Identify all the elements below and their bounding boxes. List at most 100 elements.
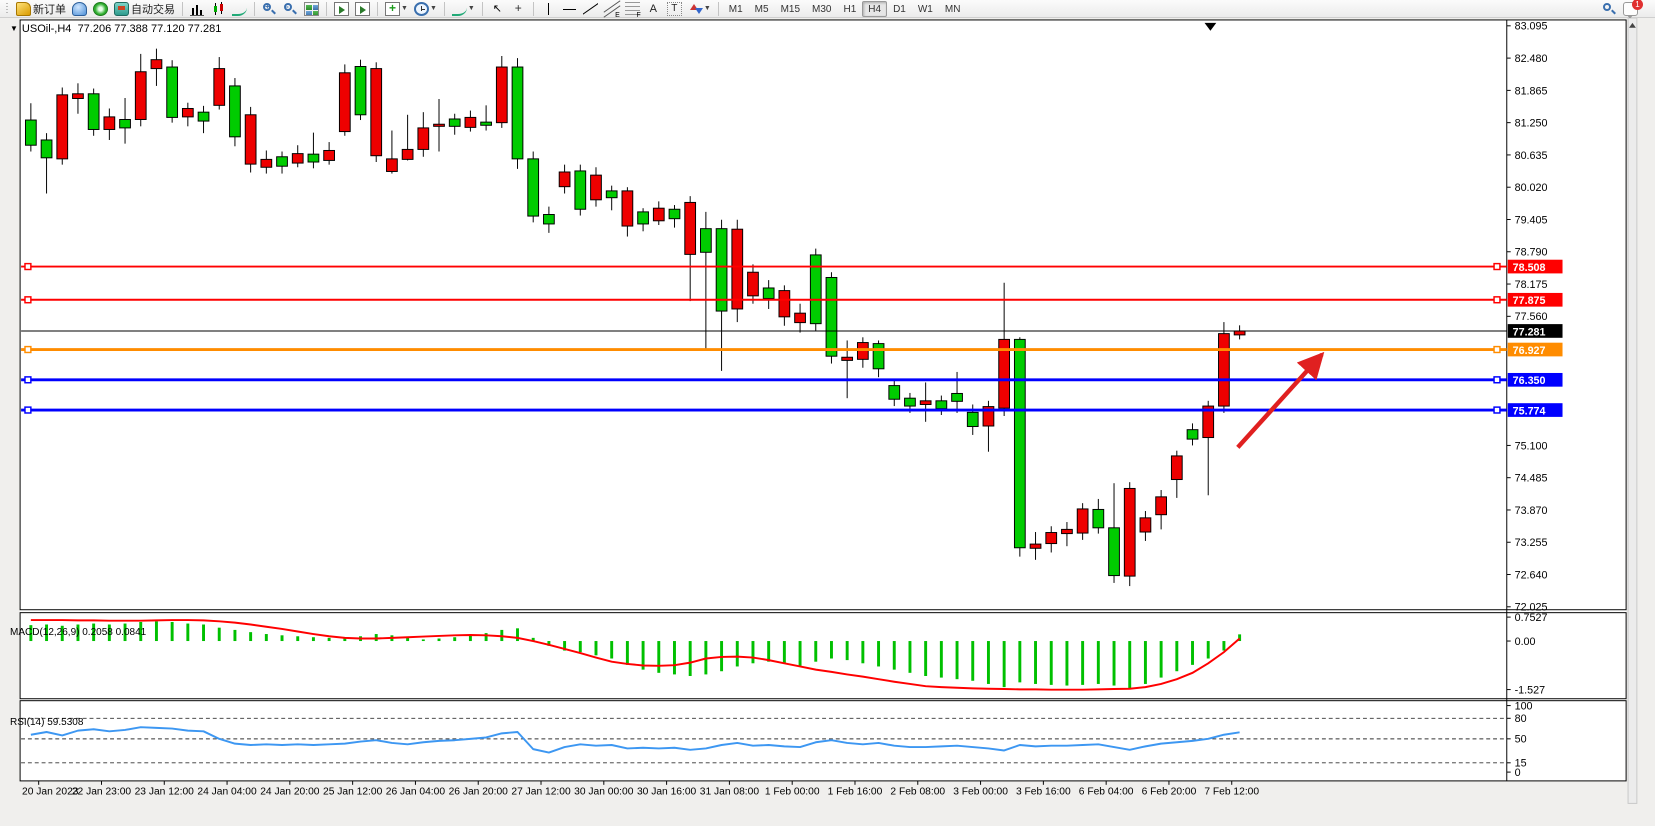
chart-type-button[interactable]: ▼	[449, 1, 478, 17]
vertical-scrollbar[interactable]	[1627, 17, 1638, 804]
line-chart-icon	[232, 2, 247, 16]
price-tick-label: 78.790	[1515, 247, 1548, 259]
indicator-list-button[interactable]	[352, 1, 373, 17]
time-tick-label: 3 Feb 00:00	[953, 787, 1008, 798]
line-handle[interactable]	[1493, 296, 1501, 304]
horizontal-line-icon	[561, 1, 577, 16]
tab-timeframe-D1[interactable]: D1	[893, 3, 906, 15]
chart-shift-marker[interactable]	[1204, 22, 1217, 31]
price-badge	[1507, 372, 1563, 387]
main-pane[interactable]	[19, 19, 1627, 611]
candle-body	[1218, 333, 1230, 407]
line-handle[interactable]	[1493, 262, 1501, 271]
tab-timeframe-M1[interactable]: M1	[728, 3, 743, 15]
line-handle[interactable]	[24, 406, 32, 414]
fibonacci-button[interactable]: F	[622, 1, 643, 19]
line-handle[interactable]	[24, 262, 32, 271]
line-handle[interactable]	[24, 345, 32, 354]
toolbar-separator	[443, 1, 445, 16]
time-tick-label: 30 Jan 16:00	[637, 787, 697, 798]
line-handle[interactable]	[24, 296, 32, 304]
price-tick-label: 77.560	[1515, 311, 1548, 323]
tile-windows-button[interactable]	[301, 1, 322, 17]
price-badge-label: 76.927	[1513, 345, 1546, 357]
line-handle[interactable]	[1493, 406, 1501, 414]
toolbar-separator	[717, 1, 719, 16]
candle-body	[354, 66, 367, 116]
price-axis[interactable]: 83.095 82.480 81.865 81.250 80.635 80.020 79.4…	[1506, 21, 1548, 614]
candle-body	[668, 208, 681, 220]
timeframe-clock-icon	[413, 1, 429, 16]
toolbar-grip[interactable]	[5, 2, 10, 15]
timeframe-group: M1 M5 M15 M30 H1 H4 D1 W1 MN	[723, 0, 967, 17]
line-chart-button[interactable]	[229, 1, 250, 17]
candle-body	[370, 68, 383, 157]
macd-pane[interactable]	[19, 612, 1627, 700]
candle-body	[24, 119, 37, 146]
candle-body	[888, 385, 901, 400]
arrows-button[interactable]: ▼	[685, 1, 714, 17]
tab-timeframe-MN[interactable]: MN	[944, 3, 961, 15]
tab-timeframe-M15[interactable]: M15	[780, 3, 801, 15]
price-tick-label: 73.870	[1515, 505, 1548, 517]
new-chart-button[interactable]: ▼	[382, 1, 411, 17]
scroll-up-arrow[interactable]	[1629, 22, 1636, 28]
rsi-pane[interactable]	[19, 700, 1627, 782]
zoom-in-icon: +	[262, 2, 277, 16]
crosshair-button[interactable]: +	[508, 1, 529, 17]
zoom-in-button[interactable]: +	[259, 1, 280, 17]
tab-timeframe-H1[interactable]: H1	[843, 3, 857, 15]
tab-timeframe-M5[interactable]: M5	[754, 3, 769, 15]
candle-body	[872, 343, 885, 370]
time-tick-label: 1 Feb 00:00	[765, 787, 820, 798]
chart-window[interactable]: 83.095 82.480 81.865 81.250 80.635 80.020 79.4…	[0, 17, 1655, 821]
indicator-list-icon	[355, 1, 370, 16]
zoom-out-button[interactable]: -	[280, 1, 301, 17]
community-button[interactable]: 1	[1620, 0, 1643, 19]
line-handle[interactable]	[1493, 376, 1501, 384]
time-tick-label: 25 Jan 12:00	[323, 787, 383, 798]
candle-chart-button[interactable]	[208, 1, 229, 17]
line-handle[interactable]	[1493, 345, 1501, 354]
tab-timeframe-H4[interactable]: H4	[862, 0, 888, 17]
expert-advisors-button[interactable]	[69, 1, 90, 17]
candle-body	[574, 170, 587, 210]
chart-canvas[interactable]: 83.095 82.480 81.865 81.250 80.635 80.020 79.4…	[0, 17, 1655, 821]
text-button[interactable]: A	[643, 1, 664, 17]
trend-arrow-annotation[interactable]	[1236, 351, 1325, 449]
search-icon	[1602, 2, 1617, 16]
symbol-dropdown-icon[interactable]: ▼	[10, 24, 18, 33]
price-badge-label: 75.774	[1513, 405, 1546, 417]
new-order-button[interactable]: 新订单	[13, 1, 69, 17]
cursor-button[interactable]: ↖	[487, 1, 508, 17]
periods-clock-button[interactable]: ▼	[411, 1, 440, 17]
horizontal-line-button[interactable]	[559, 1, 580, 17]
autotrading-button[interactable]: 自动交易	[111, 1, 178, 17]
line-handle[interactable]	[24, 376, 32, 384]
notification-badge: 1	[1632, 0, 1643, 10]
candle-body	[794, 312, 806, 324]
candle-body	[1092, 508, 1105, 529]
trendline-button[interactable]	[580, 1, 601, 17]
text-label-button[interactable]: T	[664, 1, 685, 17]
time-tick-label: 27 Jan 12:00	[511, 787, 571, 798]
bar-chart-button[interactable]	[187, 1, 208, 17]
strategy-tester-button[interactable]	[331, 1, 352, 17]
signals-button[interactable]	[90, 1, 111, 17]
channel-button[interactable]: E	[601, 1, 622, 19]
candle-chart-icon	[211, 1, 226, 16]
trendline-icon	[583, 2, 598, 16]
vertical-line-button[interactable]	[538, 1, 559, 17]
candle-body	[181, 107, 194, 118]
tab-timeframe-M30[interactable]: M30	[812, 3, 832, 15]
crosshair-icon: +	[514, 0, 522, 15]
tab-timeframe-W1[interactable]: W1	[917, 3, 933, 15]
chart-title[interactable]: ▼ USOil-,H4 77.206 77.388 77.120 77.281	[10, 23, 222, 35]
search-button[interactable]	[1599, 1, 1620, 17]
svg-text:0.00: 0.00	[1515, 636, 1536, 648]
svg-text:0: 0	[1515, 767, 1521, 779]
candle-body	[543, 214, 555, 225]
candle-body	[307, 153, 320, 163]
candle-body	[1013, 338, 1026, 549]
